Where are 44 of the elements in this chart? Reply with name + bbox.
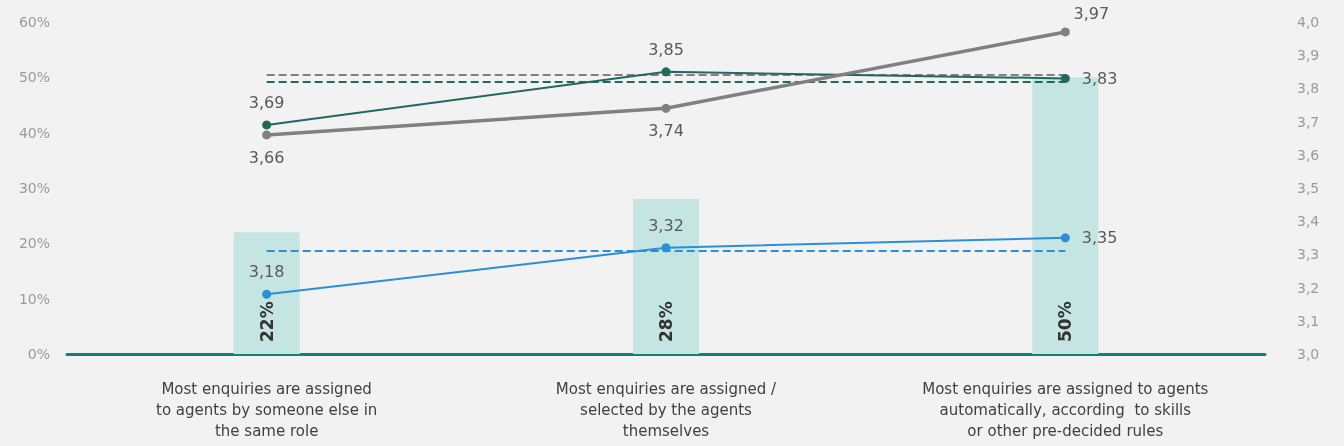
y-tick-label: 50% <box>18 69 50 86</box>
x-tick-label: Most enquiries are assigned / selected by the agents themselves <box>555 379 778 440</box>
point <box>262 130 272 140</box>
point <box>262 120 272 130</box>
data-label: 3,97 <box>1073 3 1110 23</box>
y-tick-label: 20% <box>18 235 50 252</box>
point <box>1060 27 1070 37</box>
point <box>1060 73 1070 83</box>
bar <box>233 232 300 354</box>
x-tick-label: Most enquiries are assigned to agents automatically, according to skills or other pre-decided rules <box>922 379 1209 440</box>
point <box>262 289 272 299</box>
y2-tick-label: 3,6 <box>1297 146 1320 163</box>
y2-tick-label: 3,1 <box>1297 312 1320 329</box>
data-label: 3,74 <box>648 121 684 141</box>
y2-tick-label: 3,0 <box>1297 346 1320 362</box>
y-tick-label: 0% <box>27 346 50 362</box>
y2-tick-label: 3,3 <box>1297 246 1320 263</box>
data-label: 50% <box>1055 301 1076 342</box>
y2-tick-label: 4,0 <box>1297 14 1320 30</box>
y-tick-label: 40% <box>18 124 50 141</box>
data-label: 3,66 <box>248 147 285 167</box>
data-label: 3,85 <box>648 39 684 59</box>
y2-tick-label: 3,2 <box>1297 279 1320 296</box>
point <box>661 243 671 253</box>
y-tick-label: 60% <box>18 14 50 30</box>
y-tick-label: 30% <box>18 180 50 196</box>
y2-tick-label: 3,4 <box>1297 213 1320 230</box>
y2-tick-label: 3,5 <box>1297 180 1320 196</box>
data-label: 28% <box>656 301 676 342</box>
data-label: 3,35 <box>1081 228 1118 248</box>
y2-tick-label: 3,8 <box>1297 80 1320 97</box>
data-label: 3,32 <box>648 215 684 235</box>
point <box>661 67 671 77</box>
x-tick-label: Most enquiries are assigned to agents by someone else in the same role <box>156 379 378 440</box>
data-label: 3,18 <box>248 262 285 282</box>
data-label: 22% <box>256 301 277 342</box>
bar <box>633 199 699 354</box>
y2-tick-label: 3,7 <box>1297 113 1320 130</box>
y-tick-label: 10% <box>18 290 50 307</box>
y2-tick-label: 3,9 <box>1297 47 1320 64</box>
point <box>661 103 671 113</box>
data-label: 3,83 <box>1081 68 1118 88</box>
data-label: 3,69 <box>248 92 285 112</box>
point <box>1060 233 1070 243</box>
